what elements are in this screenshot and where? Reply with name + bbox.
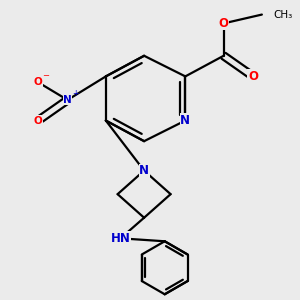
Text: O: O [34,77,43,87]
Text: +: + [72,89,78,98]
Text: O: O [34,116,43,126]
Text: HN: HN [111,232,130,245]
Text: N: N [180,114,190,127]
Text: N: N [139,164,149,177]
Text: N: N [63,95,72,105]
Text: O: O [248,70,258,83]
Text: CH₃: CH₃ [274,10,293,20]
Text: O: O [219,17,229,30]
Text: −: − [42,71,49,80]
